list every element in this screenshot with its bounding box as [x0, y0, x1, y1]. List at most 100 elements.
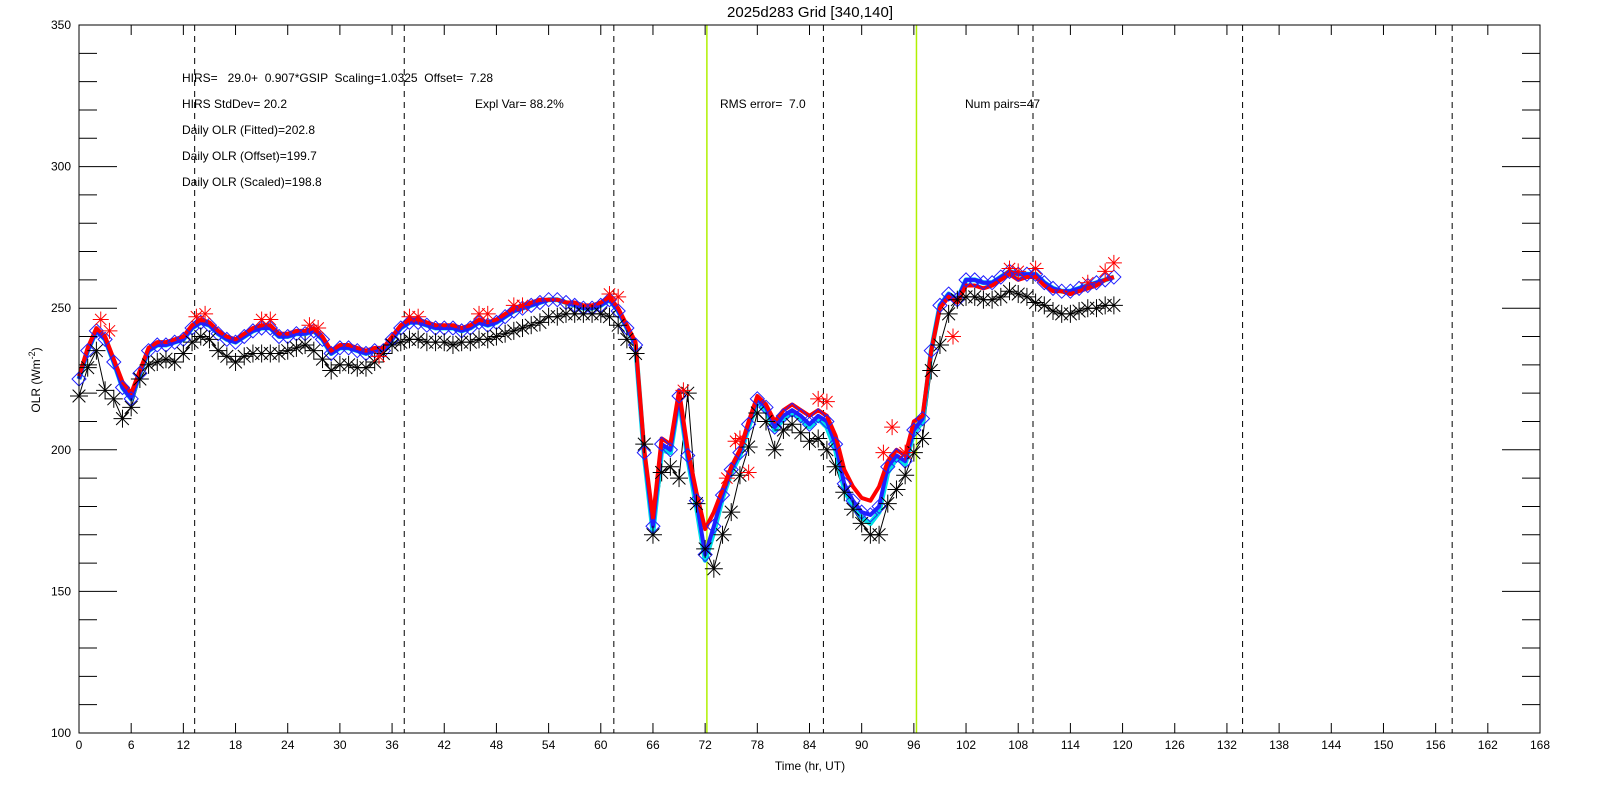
- hirs-asterisk-marker: [843, 500, 862, 519]
- gsip-asterisk-marker: [740, 464, 757, 481]
- gsip-asterisk-marker: [371, 348, 388, 365]
- explained-variance: Expl Var= 88.2%: [475, 97, 564, 111]
- y-tick-label: 150: [51, 584, 71, 598]
- scaled-diamond-marker: [1045, 280, 1061, 297]
- star-stroke: [846, 502, 860, 516]
- star-stroke: [689, 496, 704, 511]
- x-tick-label: 78: [751, 738, 765, 752]
- hirs-asterisk-marker: [1017, 287, 1036, 306]
- y-axis-label-end: ): [29, 347, 43, 351]
- scaled-diamond-marker: [723, 461, 739, 478]
- star-stroke: [359, 360, 373, 375]
- scaled-diamond-marker: [819, 413, 835, 430]
- hirs-asterisk-marker: [409, 330, 428, 349]
- star-stroke: [1063, 307, 1078, 321]
- star-stroke: [720, 472, 733, 485]
- gsip-asterisk-marker: [197, 305, 214, 322]
- hirs-asterisk-marker: [435, 333, 454, 352]
- scaled-diamond-marker: [967, 272, 983, 288]
- scaled-diamond-marker: [219, 331, 235, 348]
- daily-olr-scaled: Daily OLR (Scaled)=198.8: [182, 175, 322, 189]
- star-stroke: [303, 319, 316, 332]
- gsip-asterisk-marker: [675, 382, 692, 399]
- hirs-asterisk-marker: [226, 353, 245, 372]
- x-tick-label: 90: [855, 738, 869, 752]
- scaled-diamond-marker: [1027, 266, 1044, 282]
- star-stroke: [707, 562, 721, 576]
- gsip-asterisk-marker: [401, 308, 418, 325]
- gsip-asterisk-marker: [410, 308, 427, 325]
- hirs-stddev: HIRS StdDev= 20.2: [182, 97, 287, 111]
- scaled-diamond-marker: [549, 291, 566, 308]
- x-tick-label: 12: [177, 738, 191, 752]
- scaled-diamond-marker: [906, 422, 922, 438]
- star-stroke: [889, 482, 904, 497]
- gsip-asterisk-marker: [718, 470, 735, 487]
- hirs-asterisk-marker: [713, 525, 732, 544]
- hirs-asterisk-marker: [896, 466, 915, 485]
- scaled-diamond-marker: [210, 325, 226, 342]
- hirs-asterisk-marker: [322, 361, 341, 380]
- star-stroke: [820, 443, 834, 457]
- hirs-asterisk-marker: [887, 480, 906, 499]
- x-tick-label: 30: [333, 738, 347, 752]
- x-tick-label: 24: [281, 738, 295, 752]
- hirs-asterisk-marker: [391, 333, 410, 352]
- star-stroke: [637, 437, 651, 451]
- star-stroke: [228, 355, 243, 369]
- gsip-asterisk-marker: [101, 322, 118, 339]
- gsip-asterisk-marker: [1027, 260, 1044, 277]
- star-stroke: [663, 460, 678, 474]
- star-stroke: [481, 332, 495, 347]
- star-stroke: [1037, 298, 1052, 313]
- star-stroke: [646, 528, 660, 542]
- hirs-asterisk-marker: [104, 389, 123, 408]
- series-line-hirs: [78, 290, 1114, 570]
- star-stroke: [715, 528, 730, 542]
- star-stroke: [1081, 276, 1094, 289]
- star-stroke: [489, 329, 504, 344]
- star-stroke: [289, 341, 304, 355]
- x-tick-label: 42: [438, 738, 452, 752]
- hirs-asterisk-marker: [174, 344, 193, 363]
- gsip-asterisk-marker: [897, 444, 914, 461]
- scaled-diamond-marker: [419, 317, 435, 333]
- star-stroke: [898, 468, 912, 483]
- star-stroke: [811, 431, 825, 446]
- star-stroke: [603, 288, 616, 301]
- hirs-asterisk-marker: [122, 398, 141, 417]
- series-line-offset: [76, 268, 1115, 563]
- star-stroke: [94, 313, 107, 326]
- hirs-asterisk-marker: [165, 353, 184, 372]
- y-axis-label: OLR (Wm-2): [27, 347, 43, 412]
- star-stroke: [594, 307, 608, 321]
- star-stroke: [159, 352, 173, 366]
- x-tick-label: 54: [542, 738, 556, 752]
- hirs-asterisk-marker: [930, 336, 949, 355]
- gsip-asterisk-marker: [731, 430, 748, 447]
- gsip-asterisk-marker: [875, 444, 892, 461]
- gsip-asterisk-marker: [884, 419, 901, 436]
- scaled-diamond-marker: [697, 546, 713, 563]
- star-stroke: [220, 349, 234, 364]
- x-tick-label: 96: [907, 738, 921, 752]
- y-tick-label: 100: [51, 726, 71, 740]
- hirs-asterisk-marker: [783, 415, 802, 434]
- x-tick-label: 120: [1113, 738, 1133, 752]
- star-stroke: [1012, 265, 1025, 278]
- scaled-diamond-marker: [1088, 275, 1105, 291]
- star-stroke: [820, 395, 833, 408]
- hirs-asterisk-marker: [826, 457, 845, 476]
- gsip-asterisk-marker: [727, 433, 744, 450]
- star-stroke: [872, 528, 886, 542]
- hirs-asterisk-marker: [530, 313, 549, 332]
- star-stroke: [481, 307, 494, 320]
- star-stroke: [946, 330, 960, 343]
- annotations: HIRS= 29.0+ 0.907*GSIP Scaling=1.0325 Of…: [182, 71, 1040, 189]
- scaled-diamond-marker: [880, 459, 896, 475]
- x-tick-label: 72: [698, 738, 712, 752]
- x-tick-label: 84: [803, 738, 817, 752]
- gsip-asterisk-marker: [1010, 263, 1027, 280]
- star-stroke: [124, 400, 138, 415]
- hirs-asterisk-marker: [1104, 296, 1123, 315]
